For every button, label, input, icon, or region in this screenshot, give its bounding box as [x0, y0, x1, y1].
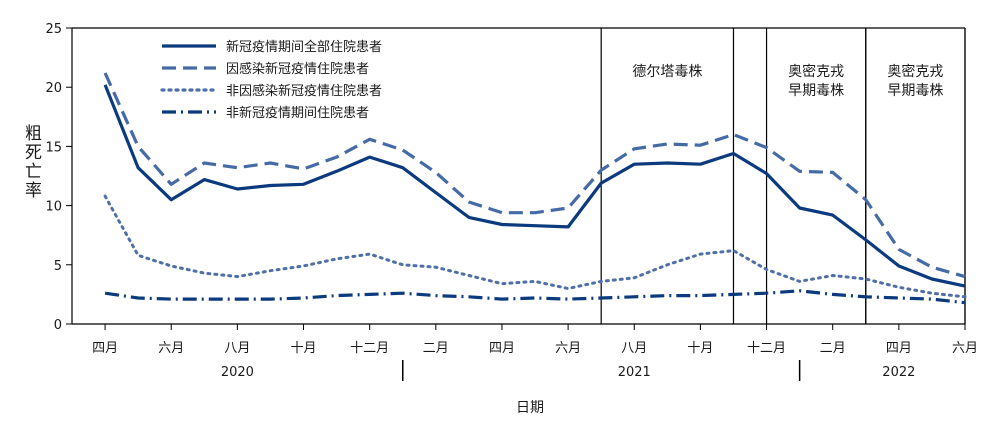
- series-line: [104, 289, 966, 305]
- legend-label: 新冠疫情期间全部住院患者: [226, 39, 382, 55]
- y-tick-label: 5: [54, 259, 62, 274]
- x-tick-label: 十二月: [350, 341, 389, 356]
- y-tick-label: 25: [45, 22, 62, 37]
- x-tick-label: 八月: [224, 341, 250, 356]
- x-axis: 四月 六月 八月 十月 十二月 二月 四月 六月 八月 十月 十二月 二月 四月 六月 2020 2021 20…: [92, 324, 978, 381]
- x-tick-label: 六月: [952, 341, 978, 356]
- y-axis: 0 5 10 15 20 25: [45, 22, 72, 333]
- series-line: [103, 194, 967, 299]
- x-tick-label: 二月: [423, 341, 449, 356]
- legend-label: 因感染新冠疫情住院患者: [226, 61, 369, 77]
- x-tick-label: 六月: [158, 341, 184, 356]
- period-label: 早期毒株: [788, 83, 844, 99]
- x-tick-label: 四月: [886, 341, 912, 356]
- y-tick-label: 0: [54, 318, 62, 333]
- year-label: 2020: [221, 365, 254, 380]
- legend-label: 非因感染新冠疫情住院患者: [226, 83, 382, 99]
- period-label: 早期毒株: [887, 83, 943, 99]
- x-tick-label: 八月: [621, 341, 647, 356]
- series-lines: [103, 72, 967, 305]
- y-tick-label: 10: [45, 200, 62, 215]
- x-tick-label: 四月: [92, 341, 118, 356]
- legend: 新冠疫情期间全部住院患者因感染新冠疫情住院患者非因感染新冠疫情住院患者非新冠疫情…: [160, 39, 382, 121]
- legend-label: 非新冠疫情期间住院患者: [226, 105, 369, 121]
- series-line: [103, 84, 966, 288]
- y-axis-label: 粗死亡率: [21, 124, 42, 200]
- x-tick-label: 十二月: [747, 341, 786, 356]
- year-label: 2022: [882, 365, 915, 380]
- period-label: 奥密克戎: [887, 63, 943, 80]
- series-line: [103, 72, 966, 279]
- x-tick-label: 四月: [489, 341, 515, 356]
- year-label: 2021: [618, 365, 651, 380]
- y-tick-label: 15: [45, 140, 62, 155]
- x-tick-label: 二月: [820, 341, 846, 356]
- y-tick-label: 20: [45, 81, 62, 96]
- period-label: 奥密克戎: [788, 63, 844, 80]
- x-axis-label: 日期: [516, 400, 544, 416]
- x-tick-label: 十月: [687, 341, 713, 356]
- x-tick-label: 六月: [555, 341, 581, 356]
- period-label: 德尔塔毒株: [632, 64, 702, 80]
- x-tick-label: 十月: [291, 341, 317, 356]
